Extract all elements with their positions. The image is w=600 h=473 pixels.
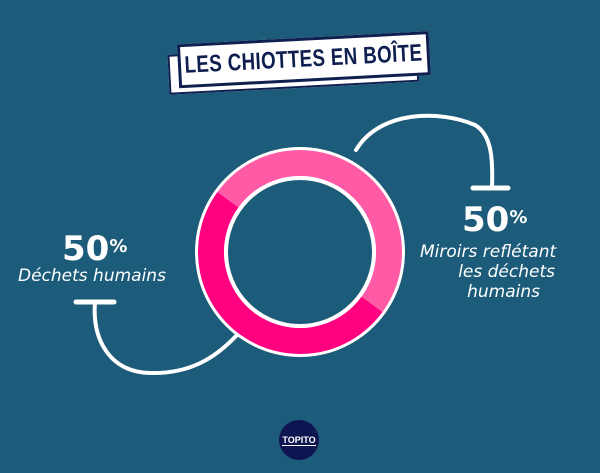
left-percent: 50%: [62, 232, 127, 266]
right-label-line: les déchets: [458, 262, 555, 282]
topito-logo: TOPITO: [279, 420, 319, 460]
donut-slice-2: [198, 192, 383, 354]
right-label: Miroirs reflétant les déchets humains: [420, 242, 590, 302]
donut-hole: [224, 176, 376, 328]
donut-slice-1: [217, 150, 402, 312]
right-percent-value: 50: [462, 200, 510, 240]
left-percent-sign: %: [109, 236, 128, 257]
connector-left: [92, 300, 238, 376]
right-label-line: humains: [467, 282, 540, 302]
right-percent: 50%: [462, 203, 527, 237]
left-label: Déchets humains: [18, 266, 166, 286]
logo-text: TOPITO: [282, 434, 316, 446]
right-percent-sign: %: [509, 207, 528, 228]
left-percent-value: 50: [62, 229, 110, 269]
chart-title: LES CHIOTTES EN BOÎTE: [184, 39, 424, 79]
connector-right: [354, 113, 495, 190]
right-label-line: Miroirs reflétant: [420, 242, 557, 262]
